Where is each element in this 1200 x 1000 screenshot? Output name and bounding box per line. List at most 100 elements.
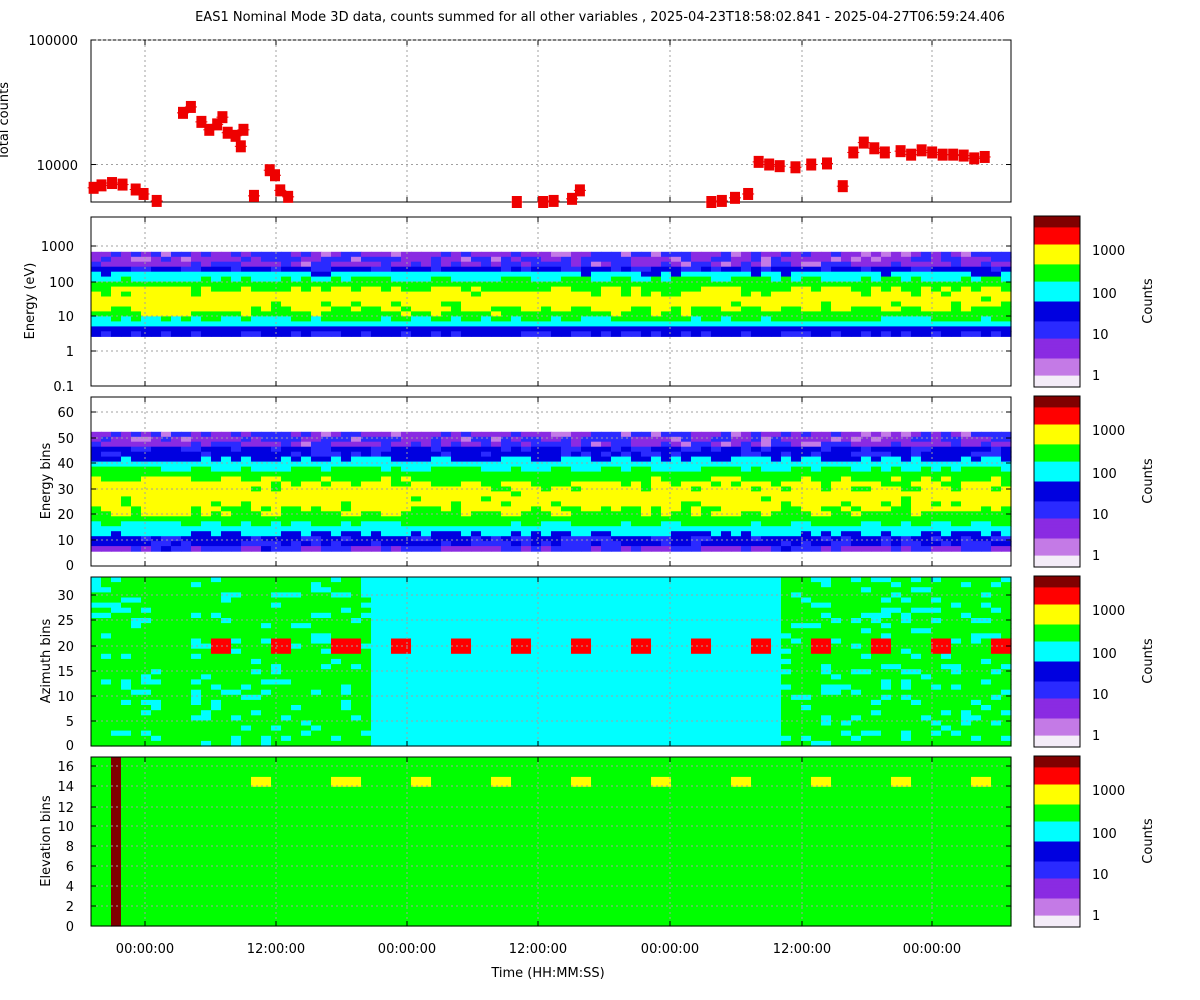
heatmap-cell — [591, 271, 602, 278]
heatmap-cell — [101, 326, 112, 332]
heatmap-cell — [781, 321, 792, 327]
heatmap-cell — [421, 501, 432, 507]
heatmap-cell — [951, 441, 962, 448]
heatmap-cell — [641, 286, 652, 293]
heatmap-cell — [571, 271, 582, 278]
heatmap-cell — [771, 441, 782, 448]
heatmap-cell — [581, 331, 592, 337]
heatmap-cell — [201, 674, 212, 680]
heatmap-cell — [731, 286, 742, 293]
heatmap-cell — [801, 541, 812, 547]
heatmap-cell — [671, 496, 682, 502]
heatmap-cell — [921, 471, 932, 478]
heatmap-cell — [331, 715, 342, 721]
heatmap-cell — [371, 526, 382, 532]
heatmap-cell — [701, 506, 712, 512]
heatmap-cell — [791, 286, 802, 293]
heatmap-cell — [371, 516, 382, 522]
heatmap-cell — [261, 587, 272, 593]
heatmap-cell — [691, 296, 702, 303]
heatmap-cell — [231, 541, 242, 547]
heatmap-cell — [191, 291, 202, 298]
heatmap-cell — [451, 266, 462, 273]
heatmap-cell — [111, 271, 122, 278]
heatmap-cell — [131, 710, 142, 716]
heatmap-cell — [961, 546, 972, 552]
heatmap-cell — [781, 546, 792, 552]
heatmap-cell — [141, 331, 152, 337]
heatmap-cell — [151, 521, 162, 527]
colorbar-swatch — [1034, 547, 1080, 551]
heatmap-cell — [341, 653, 352, 660]
heatmap-cell — [211, 301, 222, 308]
heatmap-cell — [281, 286, 292, 293]
heatmap-cell — [711, 266, 722, 273]
heatmap-cell — [971, 256, 982, 263]
heatmap-cell — [721, 476, 732, 483]
heatmap-cell — [301, 705, 312, 711]
heatmap-cell — [401, 306, 412, 313]
heatmap-cell — [321, 694, 332, 701]
heatmap-cell — [341, 710, 352, 716]
heatmap-cell — [931, 271, 942, 278]
heatmap-cell — [91, 715, 102, 721]
heatmap-cell — [711, 536, 722, 542]
heatmap-cell — [501, 436, 512, 443]
heatmap-cell — [271, 501, 282, 507]
heatmap-cell — [731, 431, 742, 438]
heatmap-cell — [341, 623, 352, 629]
heatmap-cell — [691, 516, 702, 522]
heatmap-cell — [841, 261, 852, 268]
heatmap-cell — [871, 311, 882, 317]
heatmap-cell — [591, 316, 602, 322]
heatmap-cell — [961, 266, 972, 273]
colorbar-swatch — [1034, 564, 1080, 568]
heatmap-cell — [201, 451, 212, 458]
heatmap-cell — [321, 456, 332, 463]
heatmap-cell — [961, 451, 972, 458]
heatmap-cell — [101, 276, 112, 283]
heatmap-cell — [761, 261, 772, 268]
heatmap-cell — [511, 266, 522, 273]
heatmap-cell — [701, 311, 712, 317]
heatmap-cell — [601, 296, 612, 303]
heatmap-cell — [751, 466, 762, 473]
heatmap-cell — [741, 451, 752, 458]
plot-frame — [90, 396, 1012, 567]
colorbar-swatch — [1034, 355, 1080, 360]
heatmap-cell — [161, 316, 172, 322]
heatmap-cell — [881, 306, 892, 313]
colorbar-swatch — [1034, 527, 1080, 531]
heatmap-cell — [141, 271, 152, 278]
heatmap-cell — [931, 481, 942, 488]
heatmap-cell — [891, 326, 902, 332]
heatmap-cell — [771, 541, 782, 547]
heatmap-cell — [601, 266, 612, 273]
heatmap-cell — [171, 291, 182, 298]
heatmap-cell — [531, 471, 542, 478]
colorbar-swatch — [1034, 352, 1080, 357]
heatmap-cell — [741, 471, 752, 478]
heatmap-cell — [381, 506, 392, 512]
heatmap-cell — [311, 266, 322, 273]
heatmap-cell — [631, 266, 642, 273]
heatmap-cell — [651, 501, 662, 507]
heatmap-cell — [461, 316, 472, 322]
heatmap-cell — [301, 607, 312, 614]
heatmap-cell — [181, 658, 192, 665]
heatmap-cell — [481, 496, 492, 502]
heatmap-cell — [671, 446, 682, 453]
heatmap-cell — [601, 466, 612, 473]
heatmap-cell — [941, 501, 952, 507]
heatmap-cell — [951, 451, 962, 458]
heatmap-cell — [371, 331, 382, 337]
heatmap-cell — [401, 441, 412, 448]
heatmap-cell — [621, 256, 632, 263]
heatmap-cell — [281, 431, 292, 438]
heatmap-cell — [361, 471, 372, 478]
heatmap-cell — [411, 436, 422, 443]
heatmap-cell — [971, 316, 982, 322]
heatmap-cell — [531, 516, 542, 522]
heatmap-cell — [351, 436, 362, 443]
heatmap-cell — [211, 271, 222, 278]
